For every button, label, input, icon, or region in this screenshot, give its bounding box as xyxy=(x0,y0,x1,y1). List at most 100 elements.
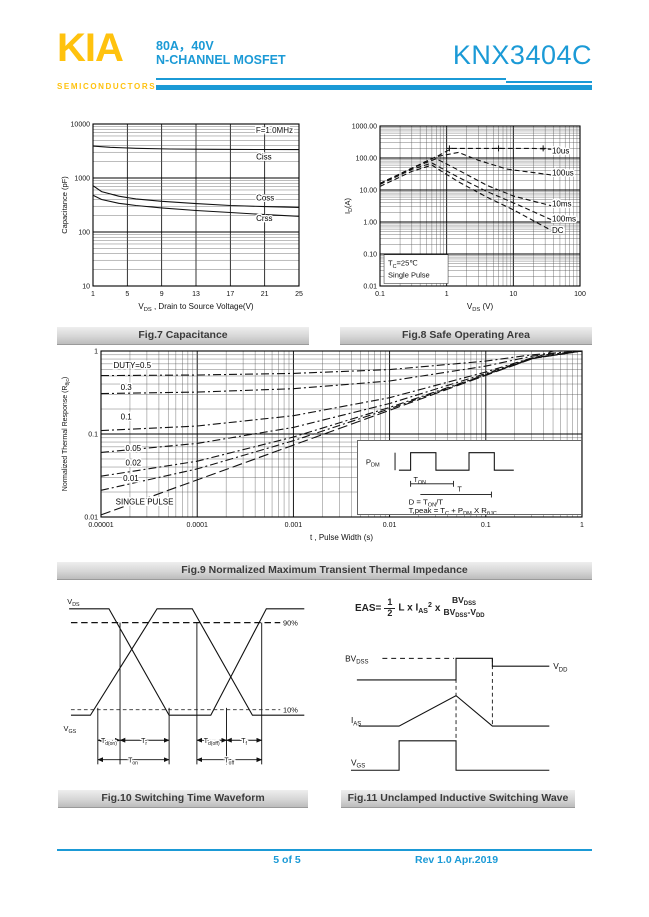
fig10-caption: Fig.10 Switching Time Waveform xyxy=(58,790,308,808)
y-tick-label: 0.1 xyxy=(88,432,98,439)
y-tick-label: 10.00 xyxy=(359,188,377,195)
part-number: KNX3404C xyxy=(452,40,592,70)
annotation-text: F=1.0MHz xyxy=(256,126,293,135)
series-label: 0.1 xyxy=(121,412,133,421)
safe-operating-area-chart: 0.1 1 10 100 0.01 0.10 1.00 10.00 100.00 1000.00 V… xyxy=(343,124,586,314)
x-tick-label: 21 xyxy=(261,291,269,298)
series-DUTY=0.5 xyxy=(100,350,583,377)
x-tick-label: 5 xyxy=(125,291,129,298)
x-tick-label: 0.001 xyxy=(285,522,303,529)
ninety-percent-label: 90% xyxy=(283,618,298,627)
series-10ms xyxy=(379,158,554,207)
series-label: DUTY=0.5 xyxy=(114,361,152,370)
revision-label: Rev 1.0 Apr.2019 xyxy=(415,854,499,866)
page-number: 5 of 5 xyxy=(273,854,301,866)
vgs-label: VGS xyxy=(351,757,365,769)
bvdss-fraction: BVDSS BVDSS-VDD xyxy=(443,595,485,620)
x-tick-label: 1 xyxy=(445,291,449,298)
y-tick-label: 0.01 xyxy=(84,515,98,522)
series-Crss xyxy=(92,194,300,217)
series-label: 100us xyxy=(552,169,574,178)
header-rule-thick xyxy=(156,85,592,90)
fig11-caption: Fig.11 Unclamped Inductive Switching Wav… xyxy=(341,790,575,808)
annotation-box xyxy=(383,254,449,284)
uis-waveform: BVDSS VDD IAS VGS xyxy=(345,653,568,771)
time-span-labels: Td(on) Tr Td(off) Tf Ton Toff xyxy=(100,737,249,768)
y-tick-label: 1 xyxy=(94,349,98,356)
x-tick-label: 100 xyxy=(574,291,586,298)
device-family: N-CHANNEL MOSFET xyxy=(156,53,286,67)
fig7-caption: Fig.7 Capacitance xyxy=(57,327,309,345)
plot-border xyxy=(100,350,583,518)
eas-formula: EAS= 1 2 L x IAS2 x BVDSS BVDSS-VDD xyxy=(355,594,485,622)
fig8-soa-figure: 0.1 1 10 100 0.01 0.10 1.00 10.00 100.00 1000.00 V… xyxy=(340,118,592,345)
vgs-trace xyxy=(350,740,550,771)
series-label: 10us xyxy=(552,146,569,155)
vgs-label: VGS xyxy=(64,724,77,735)
ias-label: IAS xyxy=(351,715,361,727)
fig7-capacitance-figure: 1 5 9 13 17 21 25 10 100 1000 10000 VDS , Drain to … xyxy=(57,118,309,345)
vgs-trace xyxy=(70,608,305,716)
series-label: 0.05 xyxy=(126,444,142,453)
series-10us xyxy=(379,147,557,184)
period-label: T xyxy=(457,485,462,494)
series-label: Coss xyxy=(256,194,274,203)
header-rule-thin xyxy=(156,78,506,80)
annotation-text: TC=25℃ xyxy=(388,259,418,270)
x-tick-label: 9 xyxy=(160,291,164,298)
vds-trace xyxy=(356,657,550,681)
series-DC xyxy=(379,164,554,233)
x-axis-label: VDS (V) xyxy=(467,302,494,313)
series-label: 0.3 xyxy=(121,383,133,392)
x-tick-label: 0.1 xyxy=(481,522,491,529)
header-rule-thin-right xyxy=(506,81,592,83)
series-0.02 xyxy=(100,350,583,477)
x-tick-label: 13 xyxy=(192,291,200,298)
ton-label: TON xyxy=(414,475,427,486)
fig8-caption: Fig.8 Safe Operating Area xyxy=(340,327,592,345)
x-tick-label: 0.0001 xyxy=(186,522,208,529)
tr-label: Tr xyxy=(141,738,147,747)
duty-formula: D = TON/T xyxy=(409,497,444,508)
fig10-switching-waveform-figure: 90% 10% VDS VGS T xyxy=(58,592,308,809)
y-axis-label: Capacitance (pF) xyxy=(60,176,69,234)
series-SINGLE PULSE xyxy=(100,350,582,516)
y-tick-label: 10 xyxy=(82,284,90,291)
plus-marker xyxy=(495,145,502,152)
y-tick-label: 1000 xyxy=(74,176,90,183)
plus-marker xyxy=(446,145,453,152)
duty-cycle-inset-drawing: PDM TON T D = TON/T T,peak = TC + PDM X … xyxy=(366,452,514,517)
period-span-line xyxy=(420,491,492,498)
pdm-label: PDM xyxy=(366,457,380,468)
series-label: Ciss xyxy=(256,153,272,162)
eas-times: x xyxy=(434,602,441,614)
series-label: SINGLE PULSE xyxy=(116,497,174,506)
bvdss-label: BVDSS xyxy=(345,653,368,665)
series-0.01 xyxy=(100,350,583,491)
ten-percent-label: 10% xyxy=(283,705,298,714)
y-axis-label: Normalized Thermal Response (Rθjc) xyxy=(62,377,71,491)
tpeak-formula: T,peak = TC + PDM X RθJC xyxy=(409,506,497,514)
series-Ciss xyxy=(92,145,300,151)
y-tick-label: 10000 xyxy=(71,122,91,129)
ias-trace xyxy=(358,694,550,727)
series-0.3 xyxy=(100,350,583,395)
kia-logo: KIA xyxy=(57,26,124,70)
one-half-fraction: 1 2 xyxy=(384,597,396,618)
x-tick-label: 1 xyxy=(91,291,95,298)
x-tick-label: 25 xyxy=(295,291,303,298)
x-tick-label: 17 xyxy=(226,291,234,298)
y-tick-label: 100.00 xyxy=(356,156,378,163)
x-tick-label: 0.01 xyxy=(383,522,397,529)
eas-term: L x IAS2 xyxy=(398,601,432,615)
capacitance-chart: 1 5 9 13 17 21 25 10 100 1000 10000 VDS , Drain to … xyxy=(60,122,303,314)
plot-border xyxy=(92,123,300,287)
x-axis-label: VDS , Drain to Source Voltage(V) xyxy=(138,302,254,313)
y-tick-label: 100 xyxy=(78,230,90,237)
x-tick-label: 10 xyxy=(509,291,517,298)
switching-time-waveform: 90% 10% VDS VGS T xyxy=(64,597,305,768)
y-tick-label: 1000.00 xyxy=(352,124,377,131)
series-0.1 xyxy=(100,350,583,432)
x-axis-label: t , Pulse Width (s) xyxy=(310,533,373,542)
